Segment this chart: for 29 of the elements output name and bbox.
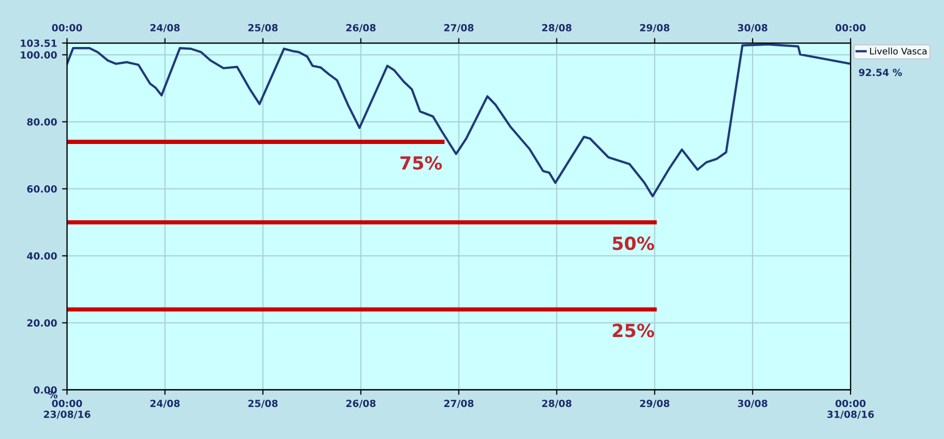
- x-tick-label: 26/08: [346, 400, 376, 408]
- x-tick-label: 29/08: [640, 400, 670, 408]
- x2-tick-label: 25/08: [248, 24, 278, 32]
- y-tick-label: 40.00: [26, 252, 57, 260]
- series-label: 50%: [612, 236, 654, 250]
- x-tick-label: 00:00 23/08/16: [44, 400, 90, 419]
- x2-tick-label: 24/08: [150, 24, 180, 32]
- y-tick-label: 20.00: [27, 319, 57, 327]
- x2-tick-label: 28/08: [542, 24, 572, 32]
- x2-tick-label: 00:00: [52, 24, 82, 32]
- y-tick-label: 103.51: [20, 40, 57, 47]
- x2-tick-label: 26/08: [346, 24, 376, 32]
- x2-tick-label: 00:00: [836, 24, 866, 32]
- x2-tick-label: 30/08: [738, 24, 768, 32]
- x2-tick-label: 27/08: [444, 24, 474, 32]
- y-tick-label: 100.00: [20, 51, 57, 59]
- series-label: 75%: [400, 156, 442, 170]
- legend-label: Livello Vasca: [870, 48, 926, 55]
- text: 92.54 %: [858, 68, 902, 76]
- x-tick-label: 30/08: [738, 400, 768, 408]
- x-tick-label: 27/08: [444, 400, 474, 408]
- x2-tick-label: 29/08: [640, 24, 670, 32]
- x-tick-label: 25/08: [248, 400, 278, 408]
- series-label: 25%: [612, 324, 654, 338]
- y-tick-label: 80.00: [27, 118, 57, 126]
- x-tick-label: 00:00 31/08/16: [827, 400, 874, 419]
- y-tick-label: 60.00: [27, 185, 57, 193]
- x-tick-label: 24/08: [150, 400, 180, 408]
- x-tick-label: 28/08: [542, 400, 572, 408]
